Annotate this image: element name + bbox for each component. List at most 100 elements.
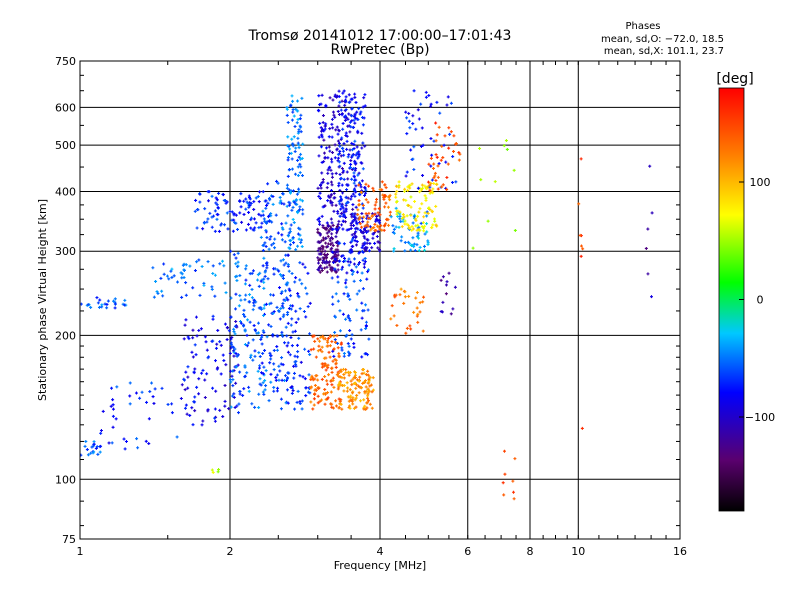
data-point xyxy=(155,290,159,294)
data-point xyxy=(352,406,356,410)
data-point xyxy=(354,405,358,409)
data-point xyxy=(429,181,433,185)
data-point xyxy=(479,178,483,182)
data-point xyxy=(113,302,117,306)
data-point xyxy=(333,257,337,261)
data-point xyxy=(293,280,297,284)
data-point xyxy=(268,237,272,241)
data-point xyxy=(396,209,400,213)
data-point xyxy=(233,405,237,409)
data-point xyxy=(358,222,362,226)
data-point xyxy=(364,249,368,253)
data-point xyxy=(332,385,336,389)
data-point xyxy=(355,145,359,149)
data-point xyxy=(228,209,232,213)
data-point xyxy=(425,187,429,191)
data-point xyxy=(330,383,334,387)
data-point xyxy=(256,278,260,282)
data-point xyxy=(364,303,368,307)
data-point xyxy=(454,180,458,184)
data-point xyxy=(329,335,333,339)
data-point xyxy=(513,228,517,232)
data-point xyxy=(257,200,261,204)
data-point xyxy=(319,102,323,106)
data-point xyxy=(280,304,284,308)
data-point xyxy=(238,320,242,324)
data-point xyxy=(324,368,328,372)
data-point xyxy=(433,171,437,175)
data-point xyxy=(352,142,356,146)
data-point xyxy=(355,110,359,114)
data-point xyxy=(412,310,416,314)
data-point xyxy=(445,188,449,192)
data-point xyxy=(211,264,215,268)
data-point xyxy=(359,328,363,332)
data-point xyxy=(320,133,324,137)
data-point xyxy=(223,322,227,326)
data-point xyxy=(296,210,300,214)
data-point xyxy=(298,374,302,378)
data-point xyxy=(266,201,270,205)
data-point xyxy=(165,274,169,278)
data-point xyxy=(431,187,435,191)
data-point xyxy=(248,300,252,304)
data-point xyxy=(243,315,247,319)
data-point xyxy=(210,285,214,289)
data-point xyxy=(354,178,358,182)
data-point xyxy=(371,186,375,190)
data-point xyxy=(275,179,279,183)
data-point xyxy=(262,330,266,334)
data-point xyxy=(80,453,83,457)
data-point xyxy=(236,363,240,367)
data-point xyxy=(170,402,174,406)
data-point xyxy=(333,115,337,119)
data-point xyxy=(346,395,350,399)
data-point xyxy=(330,402,334,406)
data-point xyxy=(325,270,329,274)
data-point xyxy=(290,317,294,321)
data-point xyxy=(245,371,249,375)
data-point xyxy=(648,164,652,168)
data-point xyxy=(355,308,359,312)
data-point xyxy=(375,214,379,218)
data-point xyxy=(275,373,279,377)
data-point xyxy=(250,296,254,300)
data-point xyxy=(278,317,282,321)
data-point xyxy=(316,186,320,190)
chart-title: Tromsø 20141012 17:00:00–17:01:43 xyxy=(248,28,512,44)
data-point xyxy=(288,168,291,172)
data-point xyxy=(287,371,291,375)
data-point xyxy=(579,244,583,248)
data-point xyxy=(435,133,439,137)
data-point xyxy=(419,102,423,106)
data-point xyxy=(332,191,336,195)
data-point xyxy=(358,375,362,379)
data-point xyxy=(349,398,353,402)
data-point xyxy=(337,219,341,223)
data-point xyxy=(242,212,246,216)
data-point xyxy=(213,407,217,411)
data-point xyxy=(231,345,235,349)
data-point xyxy=(426,211,430,215)
data-point xyxy=(281,192,285,196)
data-point xyxy=(326,340,330,344)
data-point xyxy=(293,172,297,176)
data-point xyxy=(344,196,348,200)
data-point xyxy=(435,100,439,104)
data-point xyxy=(370,390,374,394)
data-point xyxy=(347,263,351,267)
data-point xyxy=(227,407,231,411)
colorbar-tick-label: −100 xyxy=(745,411,775,424)
data-point xyxy=(250,287,254,291)
data-point xyxy=(253,405,257,409)
data-point xyxy=(339,108,343,112)
data-point xyxy=(307,373,311,377)
data-point xyxy=(202,281,206,285)
data-point xyxy=(330,269,334,273)
data-point xyxy=(330,160,334,164)
data-point xyxy=(513,457,517,461)
data-point xyxy=(320,365,324,369)
data-point xyxy=(362,96,366,100)
data-point xyxy=(454,142,458,146)
data-point xyxy=(353,95,357,99)
